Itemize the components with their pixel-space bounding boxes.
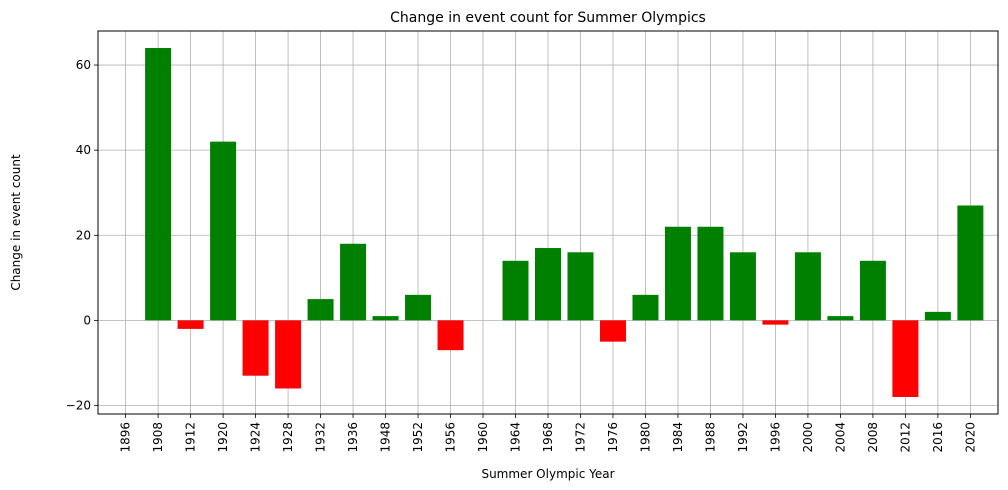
x-tick-label: 1968 [541, 422, 555, 453]
bar-2016 [924, 311, 951, 321]
x-tick-label: 1928 [281, 422, 295, 453]
bar-1932 [307, 299, 334, 321]
x-tick-label: 2020 [963, 422, 977, 453]
x-tick-label: 1924 [249, 422, 263, 453]
x-tick-label: 1964 [509, 422, 523, 453]
bar-1976 [599, 320, 626, 342]
x-tick-label: 1984 [671, 422, 685, 453]
x-tick-label: 2012 [898, 422, 912, 453]
x-tick-label: 1992 [736, 422, 750, 453]
chart-title: Change in event count for Summer Olympic… [390, 10, 706, 26]
x-tick-label: 1920 [216, 422, 230, 453]
bars [145, 48, 984, 397]
x-tick-label: 1976 [606, 422, 620, 453]
bar-1996 [762, 320, 789, 325]
x-tick-label: 1960 [476, 422, 490, 453]
x-tick-label: 1980 [638, 422, 652, 453]
y-axis-label: Change in event count [9, 154, 23, 291]
bar-1912 [177, 320, 204, 329]
x-tick-label: 1932 [314, 422, 328, 453]
y-tick-label: −20 [66, 398, 91, 412]
x-tick-label: 1912 [184, 422, 198, 453]
x-tick-label: 1908 [151, 422, 165, 453]
bar-1936 [340, 243, 367, 321]
y-tick-label: 60 [76, 58, 91, 72]
bar-2004 [827, 316, 854, 321]
x-tick-label: 2016 [931, 422, 945, 453]
bar-2012 [892, 320, 919, 397]
y-tick-label: 40 [76, 143, 91, 157]
bar-2020 [957, 205, 984, 321]
bar-1908 [145, 48, 172, 321]
x-tick-label: 1972 [573, 422, 587, 453]
x-tick-label: 1896 [119, 422, 133, 453]
bar-1972 [567, 252, 594, 321]
x-tick-label: 2000 [801, 422, 815, 453]
bar-1968 [535, 248, 561, 321]
bar-1988 [697, 226, 724, 321]
bar-1984 [664, 226, 691, 321]
bar-1924 [242, 320, 269, 376]
bar-1992 [729, 252, 756, 321]
ticks: 1896 1908 1912 1920 1924 1928 1932 1936 1948 1952… [66, 58, 978, 453]
bar-1948 [372, 316, 399, 321]
bar-1964 [502, 260, 529, 321]
bar-1920 [210, 141, 237, 321]
x-tick-label: 2008 [866, 422, 880, 453]
x-tick-label: 1956 [444, 422, 458, 453]
y-tick-label: 0 [83, 313, 91, 327]
x-tick-label: 2004 [833, 422, 847, 453]
x-tick-label: 1952 [411, 422, 425, 453]
x-tick-label: 1948 [379, 422, 393, 453]
bar-1928 [275, 320, 302, 389]
x-axis-label: Summer Olympic Year [481, 467, 614, 481]
bar-2008 [859, 260, 886, 321]
bar-1956 [437, 320, 464, 351]
x-tick-label: 1996 [768, 422, 782, 453]
bar-2000 [794, 252, 821, 321]
bar-1952 [405, 294, 432, 321]
bar-1980 [632, 294, 659, 321]
x-tick-label: 1936 [346, 422, 360, 453]
y-tick-label: 20 [76, 228, 91, 242]
x-tick-label: 1988 [703, 422, 717, 453]
